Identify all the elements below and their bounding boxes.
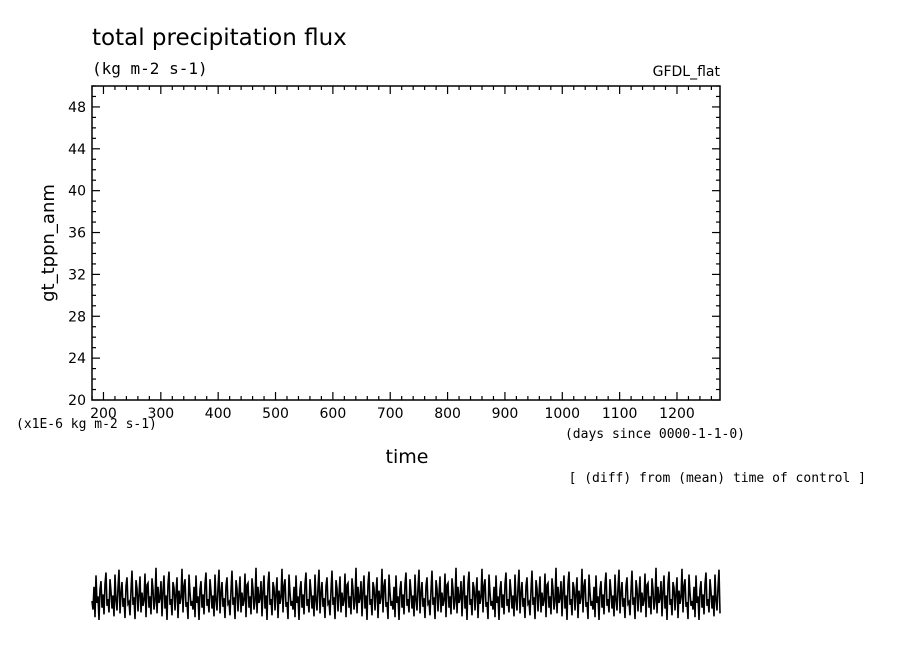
x-tick-label: 700 <box>377 406 404 422</box>
series-line <box>91 567 721 621</box>
y-tick-label: 40 <box>68 184 86 200</box>
y-axis: 20 24 28 32 36 40 44 48 <box>68 85 720 409</box>
chart-title: total precipitation flux <box>92 25 347 51</box>
y-tick-label: 36 <box>68 226 86 242</box>
x-tick-label: 600 <box>320 406 347 422</box>
y-tick-label: 24 <box>68 351 86 367</box>
y-axis-label: gt_tppn_anm <box>38 184 59 302</box>
x-axis-label: time <box>386 446 429 468</box>
y-tick-label: 28 <box>68 309 86 325</box>
x-tick-label: 400 <box>205 406 232 422</box>
x-tick-label: 1200 <box>659 406 695 422</box>
y-tick-label: 44 <box>68 142 86 158</box>
x-tick-label: 200 <box>90 406 117 422</box>
experiment-label: GFDL_flat <box>653 64 721 80</box>
x-tick-label: 500 <box>262 406 289 422</box>
x-axis: 200 300 400 500 600 700 800 900 1000 1100 1200 <box>90 86 712 422</box>
x-tick-label: 300 <box>147 406 174 422</box>
x-tick-label: 1100 <box>602 406 638 422</box>
plot-frame <box>91 85 721 401</box>
x-tick-label: 900 <box>492 406 519 422</box>
y-tick-label: 32 <box>68 267 86 283</box>
chart-units: (kg m-2 s-1) <box>92 59 208 78</box>
x-tick-label: 1000 <box>544 406 580 422</box>
y-scale-note: (x1E-6 kg m-2 s-1) <box>16 417 157 432</box>
x-tick-label: 800 <box>434 406 461 422</box>
y-tick-label: 20 <box>68 393 86 409</box>
x-units-label: (days since 0000-1-1-0) <box>565 427 745 442</box>
y-tick-label: 48 <box>68 100 86 116</box>
footnote: [ (diff) from (mean) time of control ] <box>569 471 866 486</box>
